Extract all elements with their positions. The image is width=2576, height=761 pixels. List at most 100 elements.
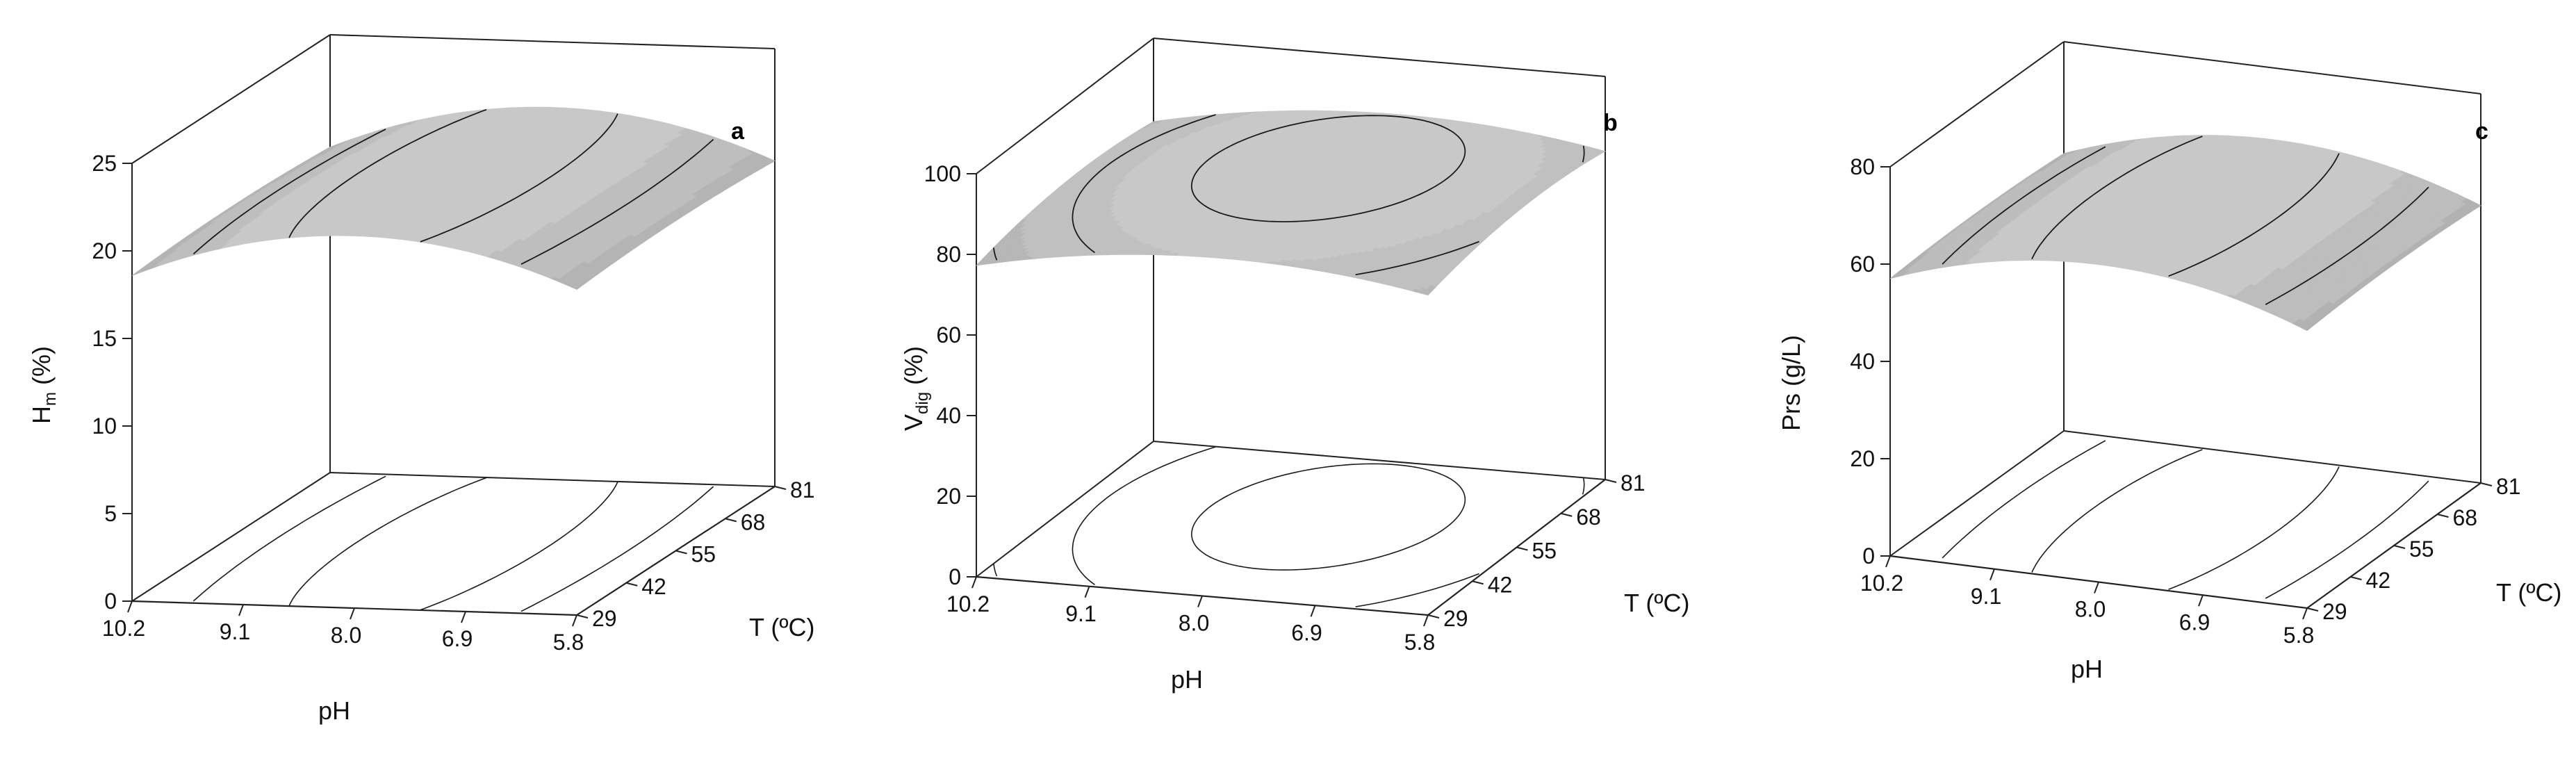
panel-c-surface-contour [2031,194,2094,260]
panel-a-floor-contour [520,486,714,612]
panel-a-z-tick-label: 15 [92,326,117,351]
panel-c-top-left-line [1889,41,2065,167]
panel-b-top-back-line [1153,38,1606,77]
panel-c-floor-contour [2093,449,2203,509]
panel-a-z-tick-label: 5 [104,501,117,526]
panel-a-y-tick-label: 42 [641,574,666,599]
panel-b-surface [975,110,1607,296]
panel-a-x-tick-label: 10.2 [102,616,145,641]
panel-c-x-axis-label: pH [2071,655,2103,683]
panel-a-floor-contour [359,477,487,541]
panel-a-surface-contour [276,129,386,192]
panel-c-x-tick [1990,568,1995,581]
panel-c-x-tick [2198,594,2204,607]
panel-c-y-tick [2350,576,2362,580]
panel-c-x-tick [2302,607,2308,620]
panel-c-surface-contour [2093,136,2203,195]
panel-a-top-left-line [131,34,331,164]
panel-b-z-tick-label: 100 [924,161,961,186]
panel-b-y-tick [1561,512,1573,517]
panel-c-y-tick [2306,607,2319,612]
panel-a-surface-contour [420,113,618,243]
panel-a-y-tick-label: 68 [741,509,766,534]
panel-a-x-tick-label: 5.8 [553,630,584,655]
panel-a-z-tick-label: 10 [92,414,117,439]
panel-a-z-tick-label: 25 [92,151,117,176]
panel-c-z-tick-label: 40 [1850,349,1875,374]
panel-b-x-tick-label: 10.2 [946,591,990,616]
panel-c-x-tick-label: 6.9 [2179,609,2210,635]
panel-b-x-tick-label: 6.9 [1291,620,1322,645]
panel-c-surface-contour [2012,146,2106,205]
panel-a-x-tick [350,607,355,620]
panel-b-z-tick-label: 40 [936,403,961,428]
panel-a-z-tick-label: 20 [92,238,117,263]
panel-b-z-tick-label: 0 [949,564,961,589]
panel-b-y-tick [1472,580,1484,585]
panel-b-floor-left-edge [976,441,1154,578]
panel-a-x-tick-label: 6.9 [442,626,473,651]
panel-c-floor-contour [2013,440,2106,499]
panel-c-y-tick-label: 68 [2453,505,2478,530]
panel-b-x-tick-label: 8.0 [1179,611,1209,636]
panel-a-x-tick [238,604,244,616]
panel-a-floor-contour [288,540,360,607]
panel-c-y-tick-label: 42 [2366,568,2391,593]
panel-c-y-tick [2393,545,2406,549]
panel-a-floor-left-edge [131,472,331,602]
panel-c-surface-contour [2168,153,2340,277]
panel-a-top-back-line [329,34,776,49]
panel-b-x-tick [1423,614,1429,627]
panel-a-surface-contour [359,108,487,174]
panel-a-floor-contour [192,537,277,602]
panel-c-x-tick-label: 8.0 [2075,597,2106,622]
panel-b-y-axis-label: T (ºC) [1624,589,1689,617]
panel-c-z-tick-label: 0 [1862,543,1875,568]
panel-b-surface-contour [993,247,998,261]
panel-c-surface-contour [2265,186,2429,305]
panel-c-y-tick-label: 81 [2496,474,2521,499]
panel-a-floor-contour [276,475,386,539]
panel-b-y-tick-label: 55 [1532,539,1557,564]
panel-b-z-axis-label-sub: dig [913,392,932,414]
panel-c-floor-contour [2265,480,2429,599]
panel-c-surface [1889,135,2481,332]
panel-b-y-tick-label: 29 [1443,606,1468,631]
panel-a-y-tick [576,614,589,619]
panel-a-y-axis-label: T (ºC) [749,613,814,641]
panel-c-floor-contour [1942,497,2014,559]
panel-a-surface-contour [520,138,714,265]
panel-b-y-tick-label: 42 [1488,572,1513,597]
panel-c-z-tick-label: 80 [1850,154,1875,179]
panel-b-floor-back-edge [1153,441,1606,480]
panel-a-floor-back-edge [329,472,776,487]
panel-a-z-axis-label-main: H [27,406,56,424]
panel-b-surface-contour [1190,115,1466,222]
panel-c-x-tick [2094,582,2099,594]
panel-a-z-tick-label: 0 [104,589,117,614]
panel-a-x-tick [572,614,577,627]
panel-c-y-tick [2437,514,2449,518]
panel-a-y-tick-label: 29 [592,606,617,631]
panel-b-y-tick-label: 81 [1621,470,1646,496]
panel-b-floor-contour [1190,463,1466,571]
panel-a-y-tick-label: 55 [691,542,716,567]
panel-c-y-axis-label: T (ºC) [2496,578,2561,607]
panel-b-z-tick-label: 20 [936,484,961,509]
panel-a-z-axis-label-sub: m [41,392,60,406]
panel-b-z-tick-label: 80 [936,242,961,267]
panel-c-z-tick-label: 20 [1850,446,1875,471]
panel-a-x-axis-label: pH [318,696,350,725]
panel-b: 0 20 40 60 80 100 10.2 9.1 8.0 6.9 5.8 29 42 55 68 81… [899,38,1689,694]
panel-b-top-left-line [976,38,1154,174]
panel-b-surface-contour [1106,114,1216,167]
panel-a-y-tick-label: 81 [790,477,815,502]
panel-b-y-tick-label: 68 [1576,505,1601,530]
panel-c-floor-contour [2168,466,2340,590]
panel-c-floor-back-edge [2063,430,2481,484]
panel-a-z-axis-label: Hm (%) [27,346,60,424]
panel-a-x-tick [127,600,133,613]
panel-a-x-tick-label: 9.1 [220,619,250,644]
panel-b-letter: b [1603,110,1618,136]
